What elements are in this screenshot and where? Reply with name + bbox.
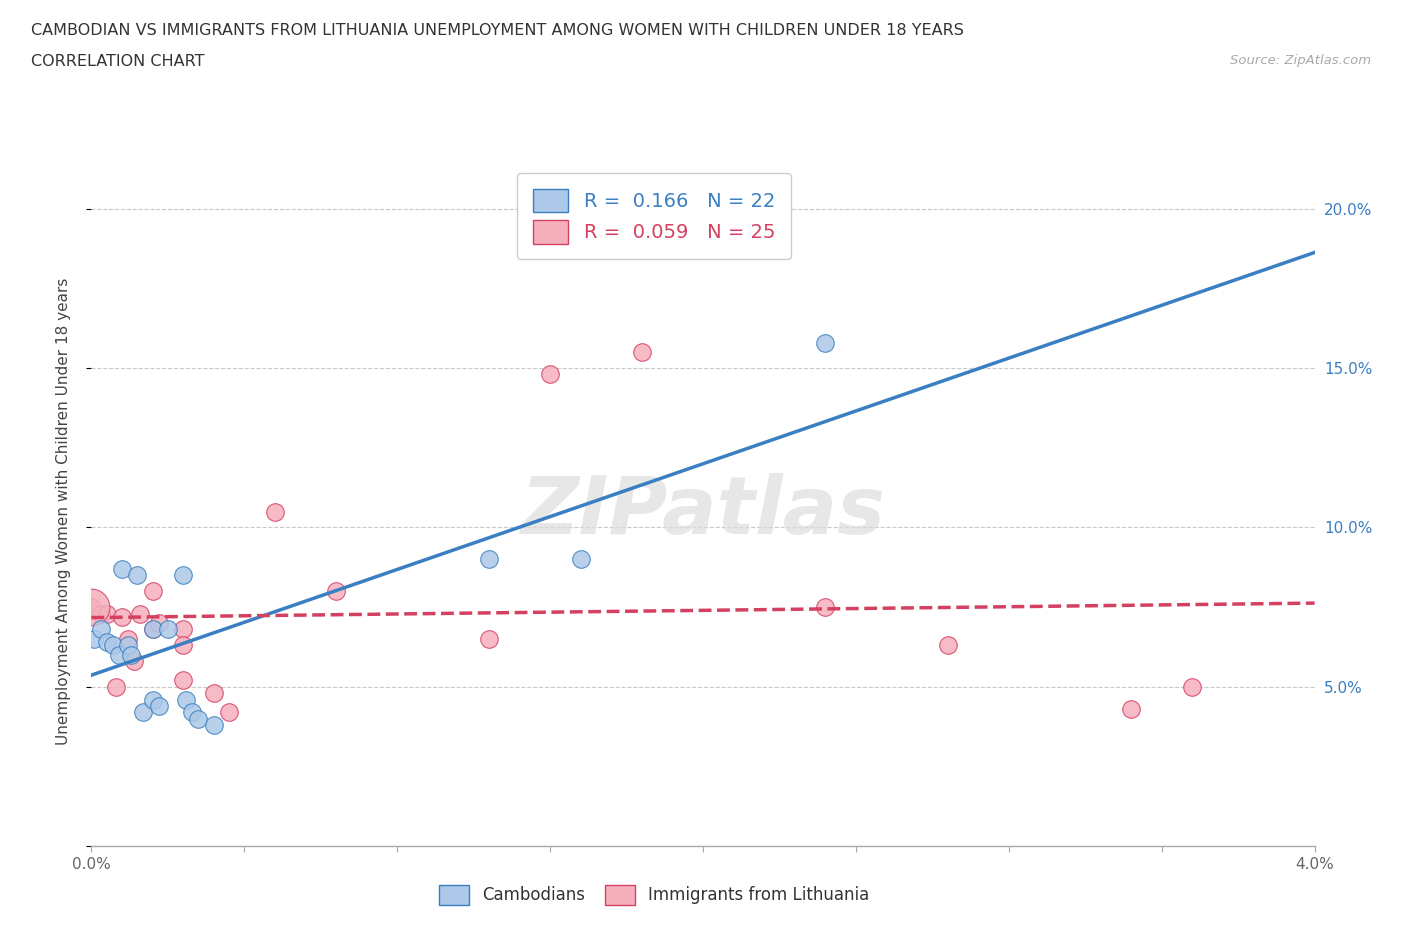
Point xyxy=(478,551,501,566)
Point xyxy=(1181,680,1204,695)
Point xyxy=(156,622,179,637)
Point xyxy=(187,711,209,726)
Point xyxy=(538,367,561,382)
Point xyxy=(478,631,501,646)
Text: CORRELATION CHART: CORRELATION CHART xyxy=(31,54,204,69)
Point xyxy=(117,638,139,653)
Point xyxy=(814,335,837,350)
Point xyxy=(96,606,118,621)
Point xyxy=(172,622,194,637)
Point xyxy=(141,692,163,707)
Point xyxy=(108,647,131,662)
Point xyxy=(83,631,105,646)
Point xyxy=(174,692,197,707)
Point xyxy=(80,600,103,615)
Point xyxy=(148,616,170,631)
Point xyxy=(936,638,959,653)
Point xyxy=(141,622,163,637)
Point xyxy=(148,698,170,713)
Point xyxy=(172,673,194,688)
Point xyxy=(101,638,124,653)
Point xyxy=(104,680,127,695)
Point xyxy=(120,647,142,662)
Point xyxy=(264,504,287,519)
Text: CAMBODIAN VS IMMIGRANTS FROM LITHUANIA UNEMPLOYMENT AMONG WOMEN WITH CHILDREN UN: CAMBODIAN VS IMMIGRANTS FROM LITHUANIA U… xyxy=(31,23,963,38)
Point xyxy=(202,718,225,733)
Point xyxy=(630,345,652,360)
Point xyxy=(96,635,118,650)
Point xyxy=(127,568,149,583)
Point xyxy=(172,638,194,653)
Y-axis label: Unemployment Among Women with Children Under 18 years: Unemployment Among Women with Children U… xyxy=(56,278,70,745)
Point xyxy=(122,654,145,669)
Point xyxy=(80,600,103,615)
Point xyxy=(218,705,240,720)
Point xyxy=(202,685,225,700)
Point xyxy=(325,584,347,599)
Point xyxy=(141,622,163,637)
Point xyxy=(90,622,112,637)
Point xyxy=(172,568,194,583)
Point xyxy=(132,705,155,720)
Point xyxy=(181,705,204,720)
Point xyxy=(141,584,163,599)
Text: Source: ZipAtlas.com: Source: ZipAtlas.com xyxy=(1230,54,1371,67)
Point xyxy=(117,631,139,646)
Text: ZIPatlas: ZIPatlas xyxy=(520,472,886,551)
Point xyxy=(111,609,134,624)
Point xyxy=(90,606,112,621)
Point xyxy=(129,606,152,621)
Point xyxy=(1121,702,1143,717)
Point xyxy=(814,600,837,615)
Point xyxy=(569,551,592,566)
Legend: Cambodians, Immigrants from Lithuania: Cambodians, Immigrants from Lithuania xyxy=(425,871,883,918)
Point xyxy=(111,562,134,577)
